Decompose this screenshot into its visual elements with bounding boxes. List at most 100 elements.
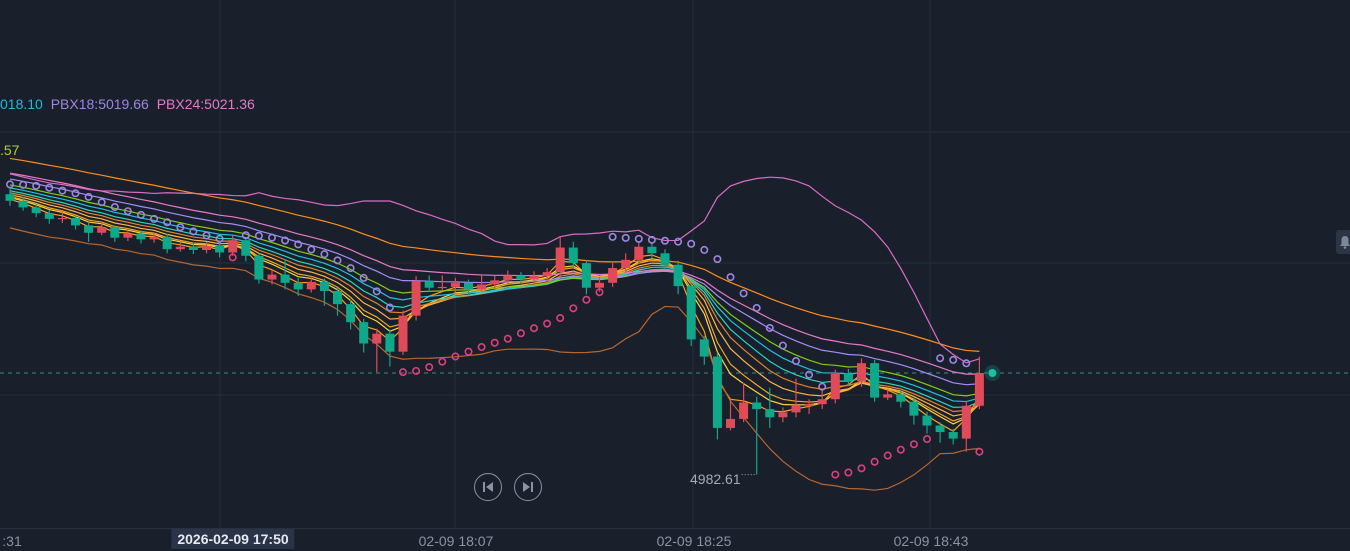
candle <box>555 236 565 276</box>
sar-dot <box>582 295 591 304</box>
price-alert-button[interactable] <box>1336 230 1350 254</box>
scroll-back-button[interactable] <box>474 473 502 501</box>
sar-dot <box>962 359 971 368</box>
candle-body <box>791 405 801 413</box>
ema-line-15 <box>9 187 980 403</box>
candle-body <box>922 415 932 426</box>
legend-pbx-partial: 018.10 <box>0 96 43 112</box>
candle <box>202 241 211 254</box>
candle-body <box>228 240 238 253</box>
sar-dot <box>647 235 656 244</box>
candle-body <box>673 264 683 287</box>
candle <box>608 263 618 287</box>
candlestick-chart[interactable] <box>0 0 1350 528</box>
candle-body <box>752 402 762 410</box>
time-tick: 02-09 18:07 <box>418 533 494 549</box>
candle-body <box>293 282 303 290</box>
candle-body <box>110 227 120 238</box>
sar-dot <box>896 445 905 454</box>
candle-body <box>857 363 866 382</box>
candle-body <box>398 315 408 352</box>
candle <box>581 259 591 295</box>
legend-row2-partial: .57 <box>0 142 20 158</box>
candle-body <box>241 240 251 256</box>
candle-body <box>162 236 172 250</box>
candle <box>31 204 41 218</box>
sar-dot <box>844 468 853 477</box>
candle-body <box>372 333 382 344</box>
sar-dot <box>254 231 263 240</box>
sar-dot <box>71 189 80 198</box>
sar-dot <box>621 233 630 242</box>
candle <box>110 225 120 242</box>
candle-body <box>97 227 107 233</box>
candle-body <box>529 276 539 280</box>
sar-dot <box>700 245 709 254</box>
ema-line-45 <box>9 157 980 352</box>
candle-body <box>581 263 591 288</box>
scroll-forward-button[interactable] <box>514 473 542 501</box>
candle <box>503 270 513 285</box>
candle <box>44 209 54 224</box>
sar-dot <box>857 464 866 473</box>
candle <box>18 196 28 211</box>
candle-body <box>385 333 395 352</box>
candle-body <box>778 412 788 418</box>
candle <box>922 411 932 434</box>
sar-dot <box>137 210 146 219</box>
sar-dot <box>150 214 159 223</box>
sar-dot <box>202 231 211 240</box>
candle <box>424 275 434 292</box>
candle-body <box>123 233 133 238</box>
candle <box>621 253 631 273</box>
time-tick: 02-09 18:43 <box>893 533 969 549</box>
sar-dot <box>687 239 696 248</box>
candle <box>84 222 94 242</box>
candle <box>267 269 277 285</box>
candle-body <box>870 363 880 398</box>
candle <box>57 212 67 223</box>
candle <box>660 249 670 270</box>
candle <box>372 328 382 373</box>
sar-dot <box>529 324 538 333</box>
candle <box>948 428 958 445</box>
skip-forward-icon <box>523 482 533 492</box>
candle-body <box>555 247 565 273</box>
candle <box>830 369 840 404</box>
candle <box>909 397 919 425</box>
candle <box>752 396 762 475</box>
candle-body <box>712 356 722 428</box>
candle-body <box>31 207 41 214</box>
candle <box>464 279 473 295</box>
sar-dot <box>870 457 879 466</box>
candle-body <box>817 399 827 405</box>
candle-body <box>974 373 984 406</box>
legend-pbx24: PBX24:5021.36 <box>156 96 255 112</box>
candle-body <box>804 404 814 406</box>
candle <box>188 242 198 255</box>
sar-dot <box>634 234 643 243</box>
candle <box>162 233 172 254</box>
candle-body <box>699 339 709 357</box>
candle-body <box>267 274 277 280</box>
candle-body <box>595 282 604 288</box>
sar-dot <box>58 186 67 195</box>
candle-body <box>765 409 775 418</box>
sar-dot <box>464 347 473 356</box>
candle <box>97 222 107 236</box>
candle <box>385 329 395 367</box>
candle-body <box>647 246 657 254</box>
candle-body <box>424 281 434 288</box>
sar-dot <box>949 355 958 364</box>
low-price-label: 4982.61 <box>690 471 741 487</box>
candle <box>870 359 880 402</box>
sar-dot <box>936 354 945 363</box>
sar-dot <box>909 440 918 449</box>
candle <box>634 241 644 264</box>
sar-dot <box>123 207 132 216</box>
candle-body <box>621 259 631 269</box>
candle-body <box>202 245 211 250</box>
sar-dot <box>45 183 54 192</box>
candle <box>411 276 421 321</box>
sar-dot <box>922 435 931 444</box>
